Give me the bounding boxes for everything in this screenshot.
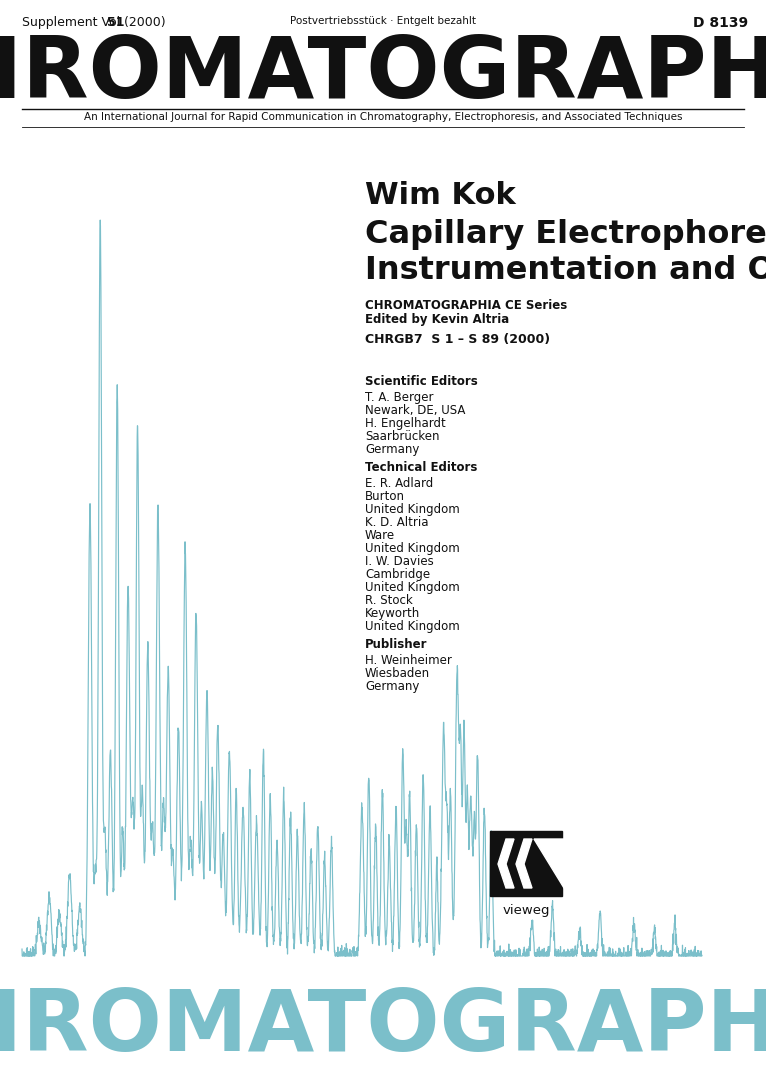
Text: United Kingdom: United Kingdom (365, 620, 460, 633)
Text: E. R. Adlard: E. R. Adlard (365, 477, 434, 490)
Text: (2000): (2000) (120, 16, 165, 29)
Polygon shape (498, 839, 514, 888)
Text: H. Engelhardt: H. Engelhardt (365, 417, 446, 430)
Text: Capillary Electrophoresis:: Capillary Electrophoresis: (365, 219, 766, 250)
Text: 51: 51 (107, 16, 125, 29)
Text: Germany: Germany (365, 443, 419, 456)
Text: T. A. Berger: T. A. Berger (365, 391, 434, 404)
Text: Supplement Vol.: Supplement Vol. (22, 16, 128, 29)
Text: Wim Kok: Wim Kok (365, 181, 516, 210)
Text: Edited by Kevin Altria: Edited by Kevin Altria (365, 313, 509, 326)
Text: United Kingdom: United Kingdom (365, 542, 460, 555)
Text: Instrumentation and Operation: Instrumentation and Operation (365, 255, 766, 286)
Text: Saarbrücken: Saarbrücken (365, 430, 440, 443)
Polygon shape (516, 839, 532, 888)
Text: United Kingdom: United Kingdom (365, 503, 460, 516)
Text: CHROMATOGRAPHIA: CHROMATOGRAPHIA (0, 986, 766, 1069)
Text: K. D. Altria: K. D. Altria (365, 516, 428, 529)
Text: Burton: Burton (365, 490, 405, 503)
Text: Postvertriebsstück · Entgelt bezahlt: Postvertriebsstück · Entgelt bezahlt (290, 16, 476, 26)
Text: Publisher: Publisher (365, 638, 427, 651)
Text: CHRGB7  S 1 – S 89 (2000): CHRGB7 S 1 – S 89 (2000) (365, 333, 550, 346)
Text: D 8139: D 8139 (693, 16, 748, 30)
Text: R. Stock: R. Stock (365, 593, 413, 608)
Text: Ware: Ware (365, 529, 395, 542)
Polygon shape (534, 839, 572, 888)
Bar (490, 831, 562, 896)
Text: Germany: Germany (365, 680, 419, 693)
Text: vieweg: vieweg (502, 904, 550, 917)
Text: H. Weinheimer: H. Weinheimer (365, 654, 452, 667)
Text: I. W. Davies: I. W. Davies (365, 555, 434, 568)
Text: An International Journal for Rapid Communication in Chromatography, Electrophore: An International Journal for Rapid Commu… (83, 112, 683, 122)
Text: Newark, DE, USA: Newark, DE, USA (365, 404, 466, 417)
Text: CHROMATOGRAPHIA: CHROMATOGRAPHIA (0, 34, 766, 116)
Text: Keyworth: Keyworth (365, 608, 421, 620)
Text: Cambridge: Cambridge (365, 568, 430, 580)
Text: United Kingdom: United Kingdom (365, 580, 460, 593)
Text: Wiesbaden: Wiesbaden (365, 667, 430, 680)
Text: CHROMATOGRAPHIA CE Series: CHROMATOGRAPHIA CE Series (365, 299, 568, 312)
Text: Scientific Editors: Scientific Editors (365, 375, 478, 388)
Text: Technical Editors: Technical Editors (365, 461, 477, 473)
